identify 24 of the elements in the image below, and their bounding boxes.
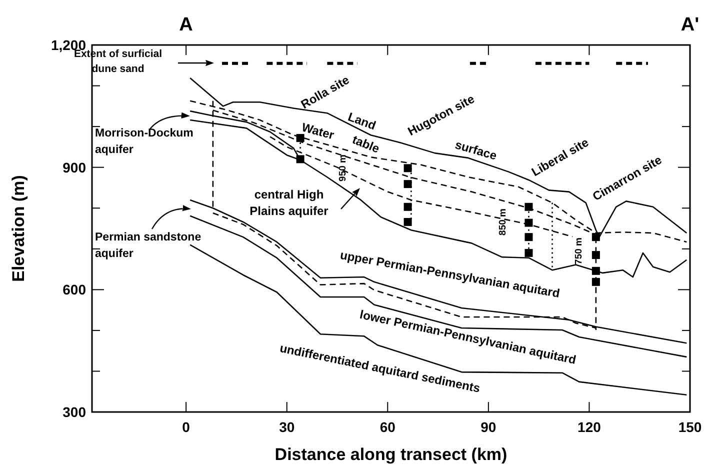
x-axis-title: Distance along transect (km) [274,445,508,464]
annotation: 750 m [573,238,584,264]
x-tick-label: 90 [480,419,496,435]
annotation: 950 m [337,154,348,182]
annotation: Rolla site [298,72,352,112]
annotation: 850 m [497,208,508,236]
y-tick-label: 900 [62,159,86,176]
x-tick-label: 0 [182,419,190,435]
x-tick-label: 30 [279,419,295,435]
annotation: Water [300,120,336,142]
annotation: Land [346,110,378,133]
x-tick-label: 120 [578,419,602,435]
text: A [179,14,194,36]
y-axis-title: Elevation (m) [9,175,28,282]
y-tick-label: 600 [62,282,86,298]
y-tick-label: 300 [62,404,86,420]
annotation: surface [453,138,499,163]
x-tick-label: 60 [380,419,396,435]
annotation: central High Plains aquifer [250,187,329,218]
annotation: Morrison-Dockum aquifer [95,128,194,156]
x-tick-label: 150 [678,419,702,435]
annotation: table [350,132,382,156]
annotation: Permian sandstone aquifer [95,232,202,260]
text: A' [680,14,700,36]
